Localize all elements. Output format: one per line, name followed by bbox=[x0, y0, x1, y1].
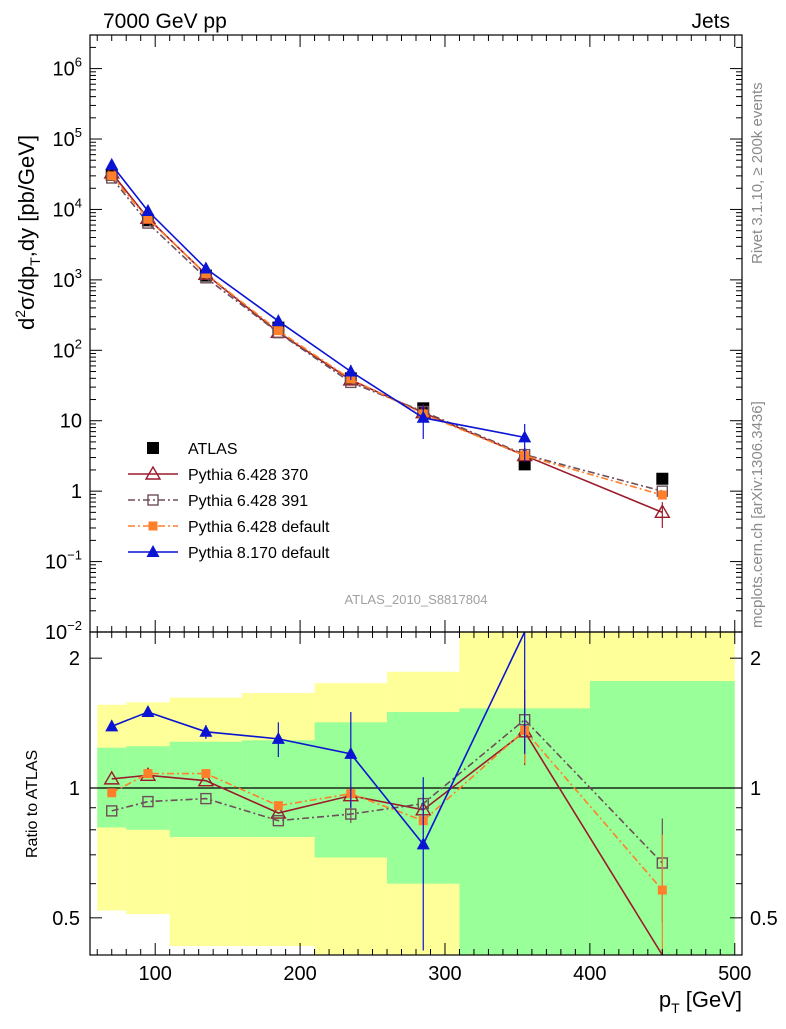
ratio-point-pythia-6-428-default-2 bbox=[201, 769, 211, 779]
main-y-axis-label: d2σ/dpT,dy [pb/GeV] bbox=[12, 135, 43, 330]
main-line-pythia-6-428-391 bbox=[111, 177, 663, 492]
main-ytick-label: 106 bbox=[53, 55, 82, 81]
main-ytick-label: 10−1 bbox=[45, 548, 82, 574]
main-ytick-label: 104 bbox=[53, 195, 82, 221]
ratio-ytick-label-right: 2 bbox=[750, 648, 761, 670]
ratio-ytick-label-right: 1 bbox=[750, 778, 761, 800]
main-ytick-label: 103 bbox=[53, 266, 82, 292]
main-point-pythia-6-428-370-7 bbox=[654, 503, 671, 519]
ratio-point-pythia-6-428-default-7 bbox=[657, 885, 667, 895]
main-line-pythia-6-428-370 bbox=[111, 172, 663, 514]
ratio-ytick-label-left: 0.5 bbox=[52, 908, 80, 930]
main-series-pythia-8-170-default bbox=[105, 157, 532, 462]
main-point-pythia-8-170-default-4 bbox=[344, 364, 358, 377]
ratio-point-pythia-6-428-391-4 bbox=[345, 808, 357, 820]
main-point-atlas-6 bbox=[518, 458, 531, 471]
main-point-pythia-6-428-default-0 bbox=[107, 171, 117, 181]
main-point-pythia-8-170-default-6 bbox=[518, 430, 532, 443]
main-plot-frame bbox=[89, 34, 743, 633]
legend-label-pythia-8-170-default: Pythia 8.170 default bbox=[188, 545, 330, 562]
main-ytick-label: 102 bbox=[53, 336, 82, 362]
main-point-pythia-6-428-default-2 bbox=[201, 269, 211, 279]
ratio-point-pythia-6-428-391-3 bbox=[272, 814, 285, 827]
main-point-pythia-8-170-default-5 bbox=[416, 410, 430, 423]
ratio-point-pythia-6-428-391-1 bbox=[142, 795, 154, 808]
main-point-pythia-8-170-default-1 bbox=[141, 204, 155, 217]
x-axis-label: pT [GeV] bbox=[659, 987, 742, 1016]
mcplots-label: mcplots.cern.ch [arXiv:1306.3436] bbox=[749, 401, 766, 628]
legend-marker-atlas bbox=[147, 442, 159, 454]
ratio-xtick-label: 300 bbox=[428, 963, 461, 985]
legend-entry-pythia-6-428-default: Pythia 6.428 default bbox=[128, 519, 330, 536]
ratio-y-axis-label: Ratio to ATLAS bbox=[24, 750, 41, 858]
rivet-label: Rivet 3.1.10, ≥ 200k events bbox=[749, 82, 766, 264]
ratio-line-pythia-6-428-370 bbox=[111, 730, 663, 956]
main-point-atlas-7 bbox=[656, 472, 669, 485]
analysis-id: ATLAS_2010_S8817804 bbox=[345, 592, 488, 607]
ratio-point-pythia-8-170-default-4 bbox=[344, 746, 358, 759]
legend-label-pythia-6-428-370: Pythia 6.428 370 bbox=[188, 467, 308, 484]
ratio-point-pythia-6-428-370-2 bbox=[197, 772, 215, 787]
main-series-atlas bbox=[105, 168, 669, 485]
legend-marker-pythia-8-170-default bbox=[146, 545, 160, 557]
ratio-ytick-label-left: 2 bbox=[69, 648, 80, 670]
main-ytick-label: 1 bbox=[71, 481, 82, 503]
main-ytick-label: 105 bbox=[53, 125, 82, 151]
main-ytick-label: 10 bbox=[60, 411, 82, 433]
main-point-pythia-6-428-default-1 bbox=[143, 214, 153, 224]
ratio-point-pythia-6-428-370-3 bbox=[270, 804, 287, 819]
ratio-point-pythia-8-170-default-3 bbox=[271, 731, 285, 744]
ratio-xtick-label: 100 bbox=[139, 963, 172, 985]
main-point-pythia-8-170-default-3 bbox=[271, 314, 285, 327]
header-right: Jets bbox=[691, 10, 730, 33]
ratio-ytick-label-right: 0.5 bbox=[750, 908, 778, 930]
legend-label-pythia-6-428-391: Pythia 6.428 391 bbox=[188, 493, 308, 510]
ratio-line-pythia-6-428-391 bbox=[111, 718, 663, 864]
ratio-xtick-label: 400 bbox=[573, 963, 606, 985]
legend-label-pythia-6-428-default: Pythia 6.428 default bbox=[188, 519, 330, 536]
legend-label-atlas: ATLAS bbox=[188, 441, 238, 458]
ratio-point-pythia-6-428-370-0 bbox=[103, 770, 120, 785]
main-point-pythia-6-428-default-7 bbox=[657, 490, 667, 500]
ratio-point-pythia-6-428-391-2 bbox=[200, 792, 212, 805]
ratio-point-pythia-6-428-default-1 bbox=[143, 769, 153, 779]
ratio-point-pythia-6-428-391-0 bbox=[106, 805, 118, 817]
legend-marker-pythia-6-428-default bbox=[148, 521, 158, 531]
legend-entry-atlas: ATLAS bbox=[147, 441, 238, 458]
legend-marker-pythia-6-428-370 bbox=[144, 465, 162, 480]
ratio-point-pythia-8-170-default-0 bbox=[105, 719, 119, 732]
ratio-line-pythia-6-428-default bbox=[111, 729, 663, 891]
header-left: 7000 GeV pp bbox=[103, 10, 227, 33]
ratio-point-pythia-8-170-default-2 bbox=[199, 724, 213, 737]
ratio-xtick-label: 500 bbox=[718, 963, 751, 985]
legend-entry-pythia-8-170-default: Pythia 8.170 default bbox=[128, 545, 330, 562]
main-ytick-label: 10−2 bbox=[45, 618, 82, 644]
main-line-pythia-6-428-default bbox=[111, 175, 663, 496]
main-point-pythia-8-170-default-0 bbox=[105, 157, 119, 170]
ratio-point-pythia-8-170-default-1 bbox=[141, 705, 155, 718]
main-line-pythia-8-170-default bbox=[111, 164, 525, 439]
main-point-pythia-6-428-default-3 bbox=[273, 326, 283, 336]
legend-entry-pythia-6-428-391: Pythia 6.428 391 bbox=[128, 493, 308, 510]
ratio-ytick-label-left: 1 bbox=[69, 778, 80, 800]
legend-marker-pythia-6-428-391 bbox=[147, 494, 159, 506]
ratio-point-pythia-8-170-default-5 bbox=[416, 837, 430, 850]
ratio-series-pythia-8-170-default bbox=[105, 631, 526, 951]
ratio-xtick-label: 200 bbox=[283, 963, 316, 985]
ratio-point-pythia-6-428-default-0 bbox=[107, 788, 117, 798]
ratio-band-green-2 bbox=[169, 741, 243, 837]
ratio-point-pythia-6-428-default-3 bbox=[273, 801, 283, 811]
main-point-pythia-8-170-default-2 bbox=[199, 261, 213, 274]
legend-entry-pythia-6-428-370: Pythia 6.428 370 bbox=[128, 465, 308, 484]
